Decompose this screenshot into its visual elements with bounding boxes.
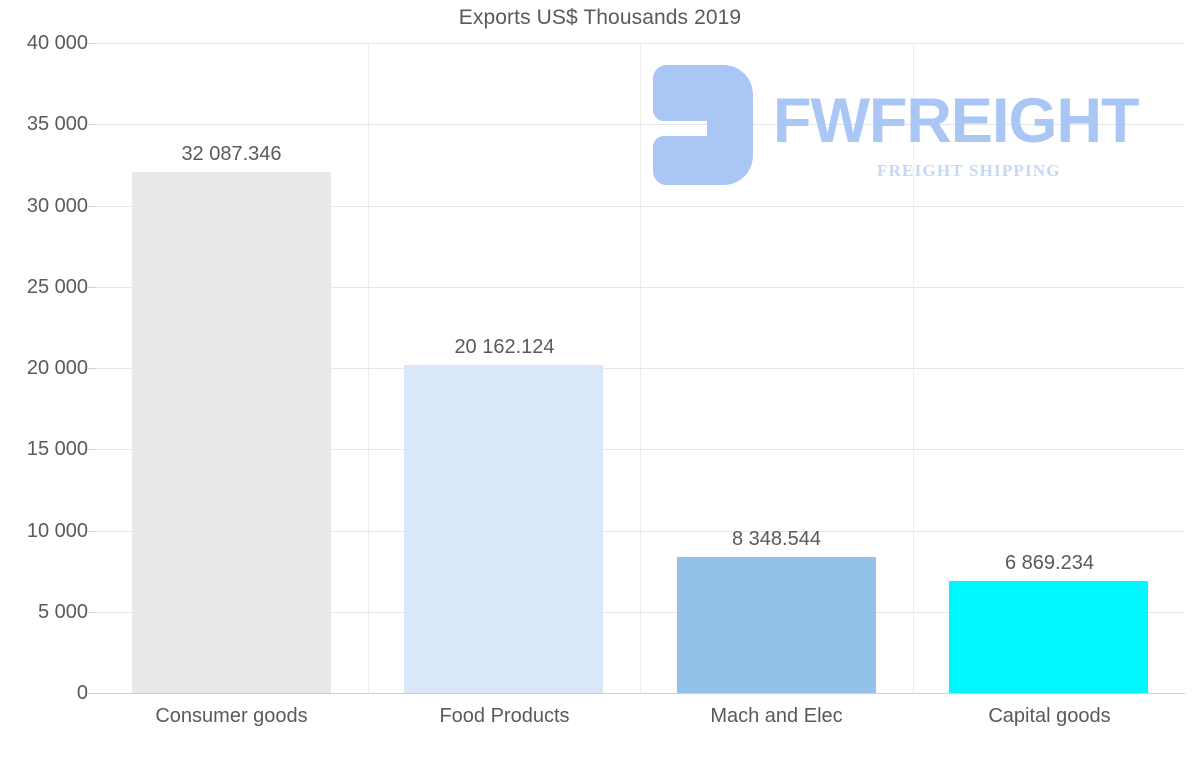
y-axis-tick-label: 40 000 bbox=[26, 32, 88, 54]
x-axis-tick-label: Food Products bbox=[439, 705, 570, 727]
y-axis-tick-mark bbox=[88, 693, 95, 694]
y-axis-tick-mark bbox=[88, 43, 95, 44]
bar[interactable] bbox=[404, 365, 603, 693]
y-axis-tick-mark bbox=[88, 611, 95, 613]
y-axis-tick-label: 5 000 bbox=[37, 600, 88, 623]
y-axis-tick-label: 15 000 bbox=[26, 438, 88, 461]
y-axis-tick-label: 35 000 bbox=[26, 113, 88, 136]
y-axis-tick-mark bbox=[88, 124, 95, 126]
gridline-vertical bbox=[913, 43, 914, 693]
y-axis-tick-mark bbox=[88, 449, 95, 451]
y-axis-tick-label: 0 bbox=[76, 682, 88, 704]
bar-value-label: 32 087.346 bbox=[181, 143, 282, 165]
y-axis-tick-label: 10 000 bbox=[26, 519, 88, 542]
y-axis-tick-label: 30 000 bbox=[26, 194, 88, 217]
bar[interactable] bbox=[677, 557, 876, 693]
x-axis-line bbox=[95, 693, 1185, 694]
plot-area bbox=[95, 43, 1185, 694]
bar[interactable] bbox=[949, 581, 1148, 693]
gridline-vertical bbox=[640, 43, 641, 693]
bar[interactable] bbox=[132, 171, 331, 693]
y-axis-tick-mark bbox=[88, 205, 95, 207]
y-axis-tick-mark bbox=[88, 286, 95, 288]
bar-value-label: 20 162.124 bbox=[454, 336, 555, 358]
chart-title: Exports US$ Thousands 2019 bbox=[458, 6, 742, 29]
bar-value-label: 6 869.234 bbox=[1005, 552, 1094, 574]
y-axis-tick-mark bbox=[88, 368, 95, 369]
bar-value-label: 8 348.544 bbox=[732, 528, 821, 550]
y-axis-tick-mark bbox=[88, 530, 95, 532]
x-axis-tick-label: Capital goods bbox=[988, 705, 1111, 727]
y-axis-tick-label: 25 000 bbox=[26, 275, 88, 298]
x-axis-tick-label: Consumer goods bbox=[155, 705, 308, 727]
gridline-vertical bbox=[368, 43, 369, 693]
y-axis-tick-label: 20 000 bbox=[26, 357, 88, 379]
x-axis-tick-label: Mach and Elec bbox=[710, 705, 843, 727]
